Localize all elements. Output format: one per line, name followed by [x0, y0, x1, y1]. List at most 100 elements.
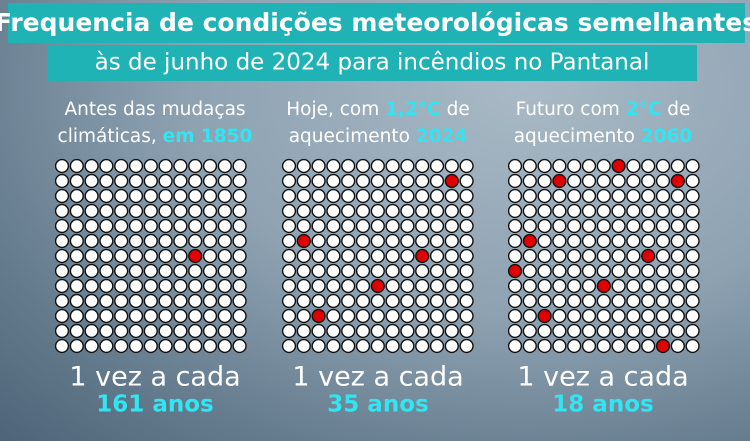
dot	[459, 263, 474, 279]
dot	[670, 308, 685, 324]
dot	[611, 323, 626, 339]
dot	[232, 233, 247, 249]
dot	[54, 248, 70, 264]
dot	[611, 203, 626, 219]
dot	[69, 158, 84, 174]
dot	[188, 203, 203, 219]
dot	[385, 293, 400, 309]
dot	[326, 158, 341, 174]
heading-part: Antes das mudaças	[64, 99, 245, 120]
dot	[311, 293, 326, 309]
dot	[84, 188, 99, 204]
dot	[655, 203, 671, 219]
dot	[173, 248, 188, 264]
dot	[552, 263, 567, 279]
dot	[188, 293, 203, 309]
dot	[670, 158, 685, 174]
dot	[158, 308, 173, 324]
dot	[158, 323, 173, 339]
dot	[552, 188, 567, 204]
dot	[232, 278, 247, 294]
dot	[400, 263, 415, 279]
dot	[114, 248, 129, 264]
dot	[341, 248, 356, 264]
dot	[507, 293, 523, 309]
dot	[173, 173, 188, 189]
dot	[596, 218, 611, 234]
dot	[626, 338, 641, 354]
dot	[158, 158, 173, 174]
dot	[415, 308, 430, 324]
red-dot	[670, 173, 685, 189]
dot	[400, 158, 415, 174]
period: 35 anos	[327, 392, 428, 418]
dot	[99, 323, 114, 339]
dot	[370, 248, 385, 264]
dot	[670, 263, 685, 279]
dot	[685, 263, 700, 279]
dot	[370, 203, 385, 219]
dot	[69, 293, 84, 309]
dot	[69, 323, 84, 339]
dot	[400, 293, 415, 309]
dot	[232, 218, 247, 234]
dot	[341, 158, 356, 174]
dot	[326, 188, 341, 204]
dot	[581, 338, 597, 354]
dot	[217, 203, 232, 219]
dot	[444, 323, 459, 339]
dot	[114, 293, 129, 309]
dot	[459, 293, 474, 309]
dot	[596, 248, 611, 264]
dot	[370, 233, 385, 249]
dot	[370, 323, 385, 339]
panel-heading: Antes das mudaças	[64, 99, 245, 120]
dot	[459, 158, 474, 174]
dot	[355, 173, 371, 189]
dot	[641, 308, 656, 324]
dot	[581, 278, 597, 294]
dot	[143, 248, 158, 264]
dot	[626, 293, 641, 309]
dot	[611, 308, 626, 324]
dot	[385, 323, 400, 339]
dot	[552, 233, 567, 249]
dot	[355, 203, 371, 219]
panel-heading: Hoje, com 1,2°C de	[286, 99, 470, 120]
dot	[173, 278, 188, 294]
dot	[581, 158, 597, 174]
dot	[655, 308, 671, 324]
dot	[370, 173, 385, 189]
dot	[341, 338, 356, 354]
dot	[429, 338, 445, 354]
dot	[341, 293, 356, 309]
dot	[522, 263, 537, 279]
dot	[522, 308, 537, 324]
dot	[370, 218, 385, 234]
dot	[429, 158, 445, 174]
panel-heading: climáticas, em 1850	[58, 126, 253, 147]
heading-part: 1,2°C	[385, 99, 441, 120]
dot	[670, 218, 685, 234]
dot	[143, 218, 158, 234]
dot	[522, 203, 537, 219]
dot	[459, 188, 474, 204]
dot	[188, 338, 203, 354]
dot	[326, 203, 341, 219]
dot	[611, 338, 626, 354]
dot	[311, 278, 326, 294]
red-dot	[370, 278, 385, 294]
dot	[355, 308, 371, 324]
dot	[507, 338, 523, 354]
red-dot	[296, 233, 311, 249]
dot	[355, 233, 371, 249]
dot	[355, 158, 371, 174]
dot	[567, 203, 582, 219]
period: 161 anos	[96, 392, 213, 418]
dot	[685, 218, 700, 234]
dot	[311, 188, 326, 204]
dot	[552, 308, 567, 324]
dot	[537, 203, 552, 219]
dot	[202, 173, 218, 189]
dot	[114, 323, 129, 339]
